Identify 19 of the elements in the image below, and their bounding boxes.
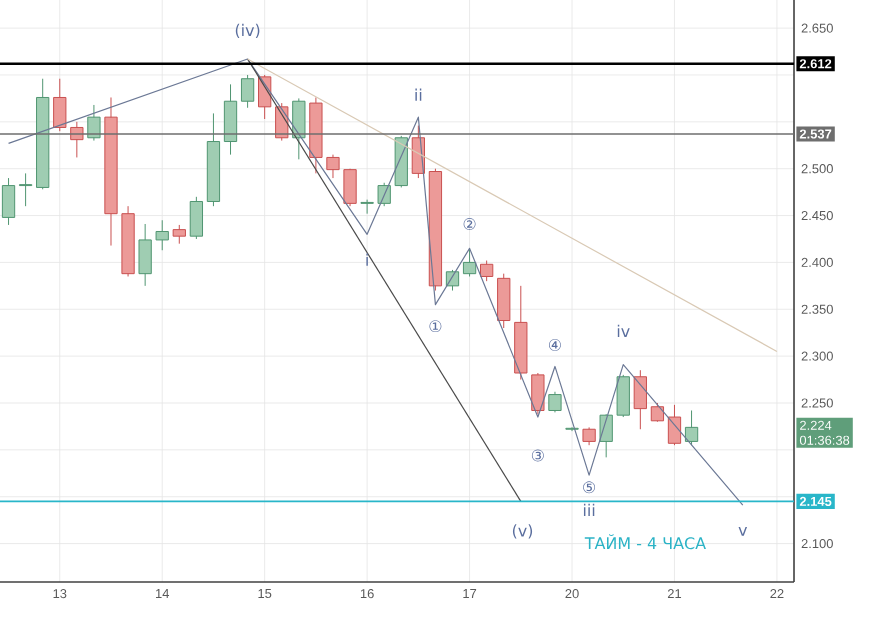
candlestick	[87, 104, 101, 142]
candlestick	[1, 177, 16, 226]
candlestick	[565, 426, 579, 432]
candlestick	[497, 273, 511, 329]
candlestick	[531, 372, 545, 415]
candlestick	[292, 97, 306, 160]
candlestick	[667, 404, 682, 446]
candlestick	[223, 83, 238, 156]
candlestick	[172, 224, 186, 245]
candlestick	[240, 74, 255, 109]
candlestick	[633, 369, 647, 430]
candlestick	[18, 172, 33, 207]
candlestick	[480, 260, 494, 282]
candlestick	[684, 409, 699, 446]
candlestick	[650, 402, 665, 423]
candlestick	[548, 391, 562, 413]
line-series	[7, 58, 744, 506]
candlestick	[189, 196, 204, 240]
candlestick	[462, 247, 477, 277]
